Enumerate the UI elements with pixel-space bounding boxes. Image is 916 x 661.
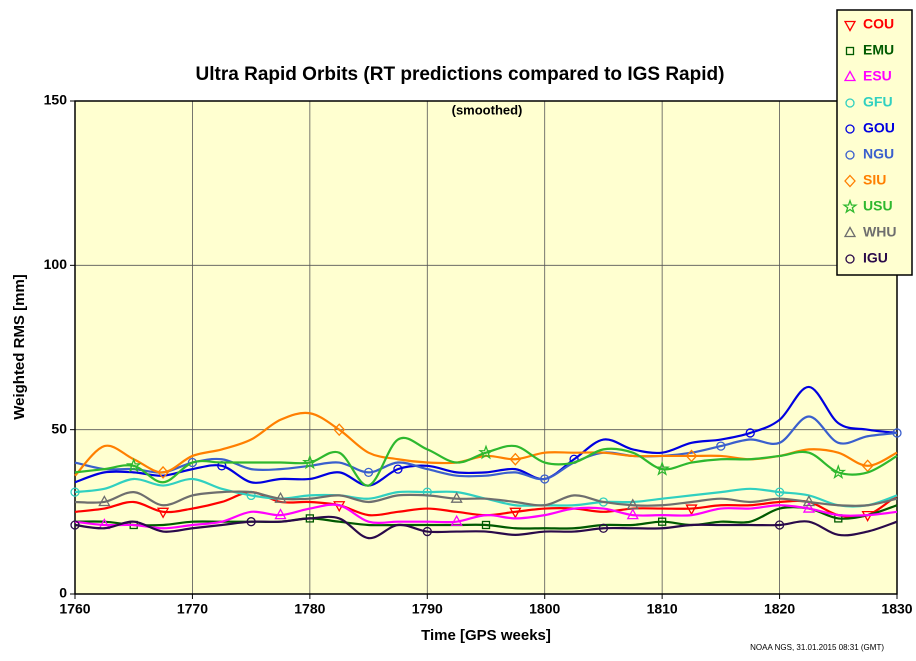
x-tick-label: 1760 bbox=[59, 601, 90, 617]
subtitle: (smoothed) bbox=[452, 102, 523, 117]
marker bbox=[70, 487, 80, 497]
footer: NOAA NGS, 31.01.2015 08:31 (GMT) bbox=[750, 643, 884, 652]
series-line bbox=[74, 504, 898, 530]
marker bbox=[830, 464, 847, 480]
marker bbox=[843, 70, 857, 82]
marker bbox=[657, 517, 667, 526]
marker bbox=[716, 441, 726, 451]
x-tick-label: 1830 bbox=[881, 601, 912, 617]
marker bbox=[626, 508, 639, 520]
series-line bbox=[74, 385, 898, 487]
marker bbox=[654, 460, 670, 476]
marker bbox=[393, 464, 403, 474]
marker bbox=[774, 487, 785, 497]
marker bbox=[802, 501, 816, 513]
marker bbox=[845, 46, 855, 56]
marker bbox=[845, 124, 855, 134]
marker bbox=[125, 457, 142, 473]
marker bbox=[845, 98, 855, 108]
legend-label: COU bbox=[863, 16, 894, 32]
marker bbox=[363, 467, 374, 478]
marker bbox=[845, 254, 855, 264]
x-tick-label: 1770 bbox=[177, 601, 208, 617]
marker bbox=[481, 520, 491, 530]
marker bbox=[509, 507, 522, 519]
legend-label: IGU bbox=[863, 250, 888, 266]
marker bbox=[540, 474, 550, 484]
series-line bbox=[74, 415, 898, 481]
series-line bbox=[74, 515, 898, 540]
marker bbox=[274, 508, 287, 520]
marker bbox=[422, 526, 432, 537]
marker bbox=[845, 150, 855, 160]
marker bbox=[685, 504, 698, 516]
marker bbox=[157, 465, 169, 479]
marker bbox=[842, 198, 858, 214]
marker bbox=[70, 520, 80, 530]
legend-label: NGU bbox=[863, 146, 894, 162]
x-tick-label: 1800 bbox=[529, 601, 560, 617]
marker bbox=[450, 491, 463, 503]
marker bbox=[450, 514, 463, 526]
marker bbox=[844, 174, 856, 188]
y-tick-label: 0 bbox=[59, 585, 67, 601]
marker bbox=[774, 520, 785, 530]
marker bbox=[302, 454, 318, 470]
y-axis-label: Weighted RMS [mm] bbox=[11, 274, 28, 420]
y-tick-label: 50 bbox=[51, 420, 67, 436]
marker bbox=[478, 444, 494, 460]
legend-label: GFU bbox=[863, 94, 893, 110]
plot-frame bbox=[74, 100, 898, 595]
legend-label: GOU bbox=[863, 120, 895, 136]
x-tick-label: 1820 bbox=[764, 601, 795, 617]
marker bbox=[843, 226, 857, 238]
marker bbox=[626, 498, 639, 510]
chart-title: Ultra Rapid Orbits (RT predictions compa… bbox=[196, 64, 725, 85]
x-tick-label: 1810 bbox=[647, 601, 678, 617]
marker bbox=[802, 495, 816, 507]
marker bbox=[98, 495, 111, 507]
legend-label: WHU bbox=[863, 224, 896, 240]
y-tick-label: 100 bbox=[44, 256, 68, 272]
series-line bbox=[74, 436, 898, 487]
legend-label: USU bbox=[863, 198, 893, 214]
series-line bbox=[74, 503, 898, 530]
plot-area bbox=[75, 101, 897, 594]
marker bbox=[745, 428, 755, 438]
x-axis-label: Time [GPS weeks] bbox=[421, 627, 551, 644]
y-tick-label: 150 bbox=[44, 92, 68, 108]
marker bbox=[509, 452, 522, 466]
series-line bbox=[74, 490, 898, 507]
marker bbox=[843, 20, 857, 32]
legend-label: SIU bbox=[863, 172, 886, 188]
marker bbox=[156, 507, 170, 519]
legend-label: ESU bbox=[863, 68, 892, 84]
legend-label: EMU bbox=[863, 42, 894, 58]
marker bbox=[246, 517, 256, 527]
marker bbox=[598, 523, 609, 533]
x-tick-label: 1790 bbox=[412, 601, 443, 617]
marker bbox=[333, 423, 346, 437]
marker bbox=[892, 428, 902, 438]
marker bbox=[274, 491, 287, 503]
x-tick-label: 1780 bbox=[294, 601, 325, 617]
